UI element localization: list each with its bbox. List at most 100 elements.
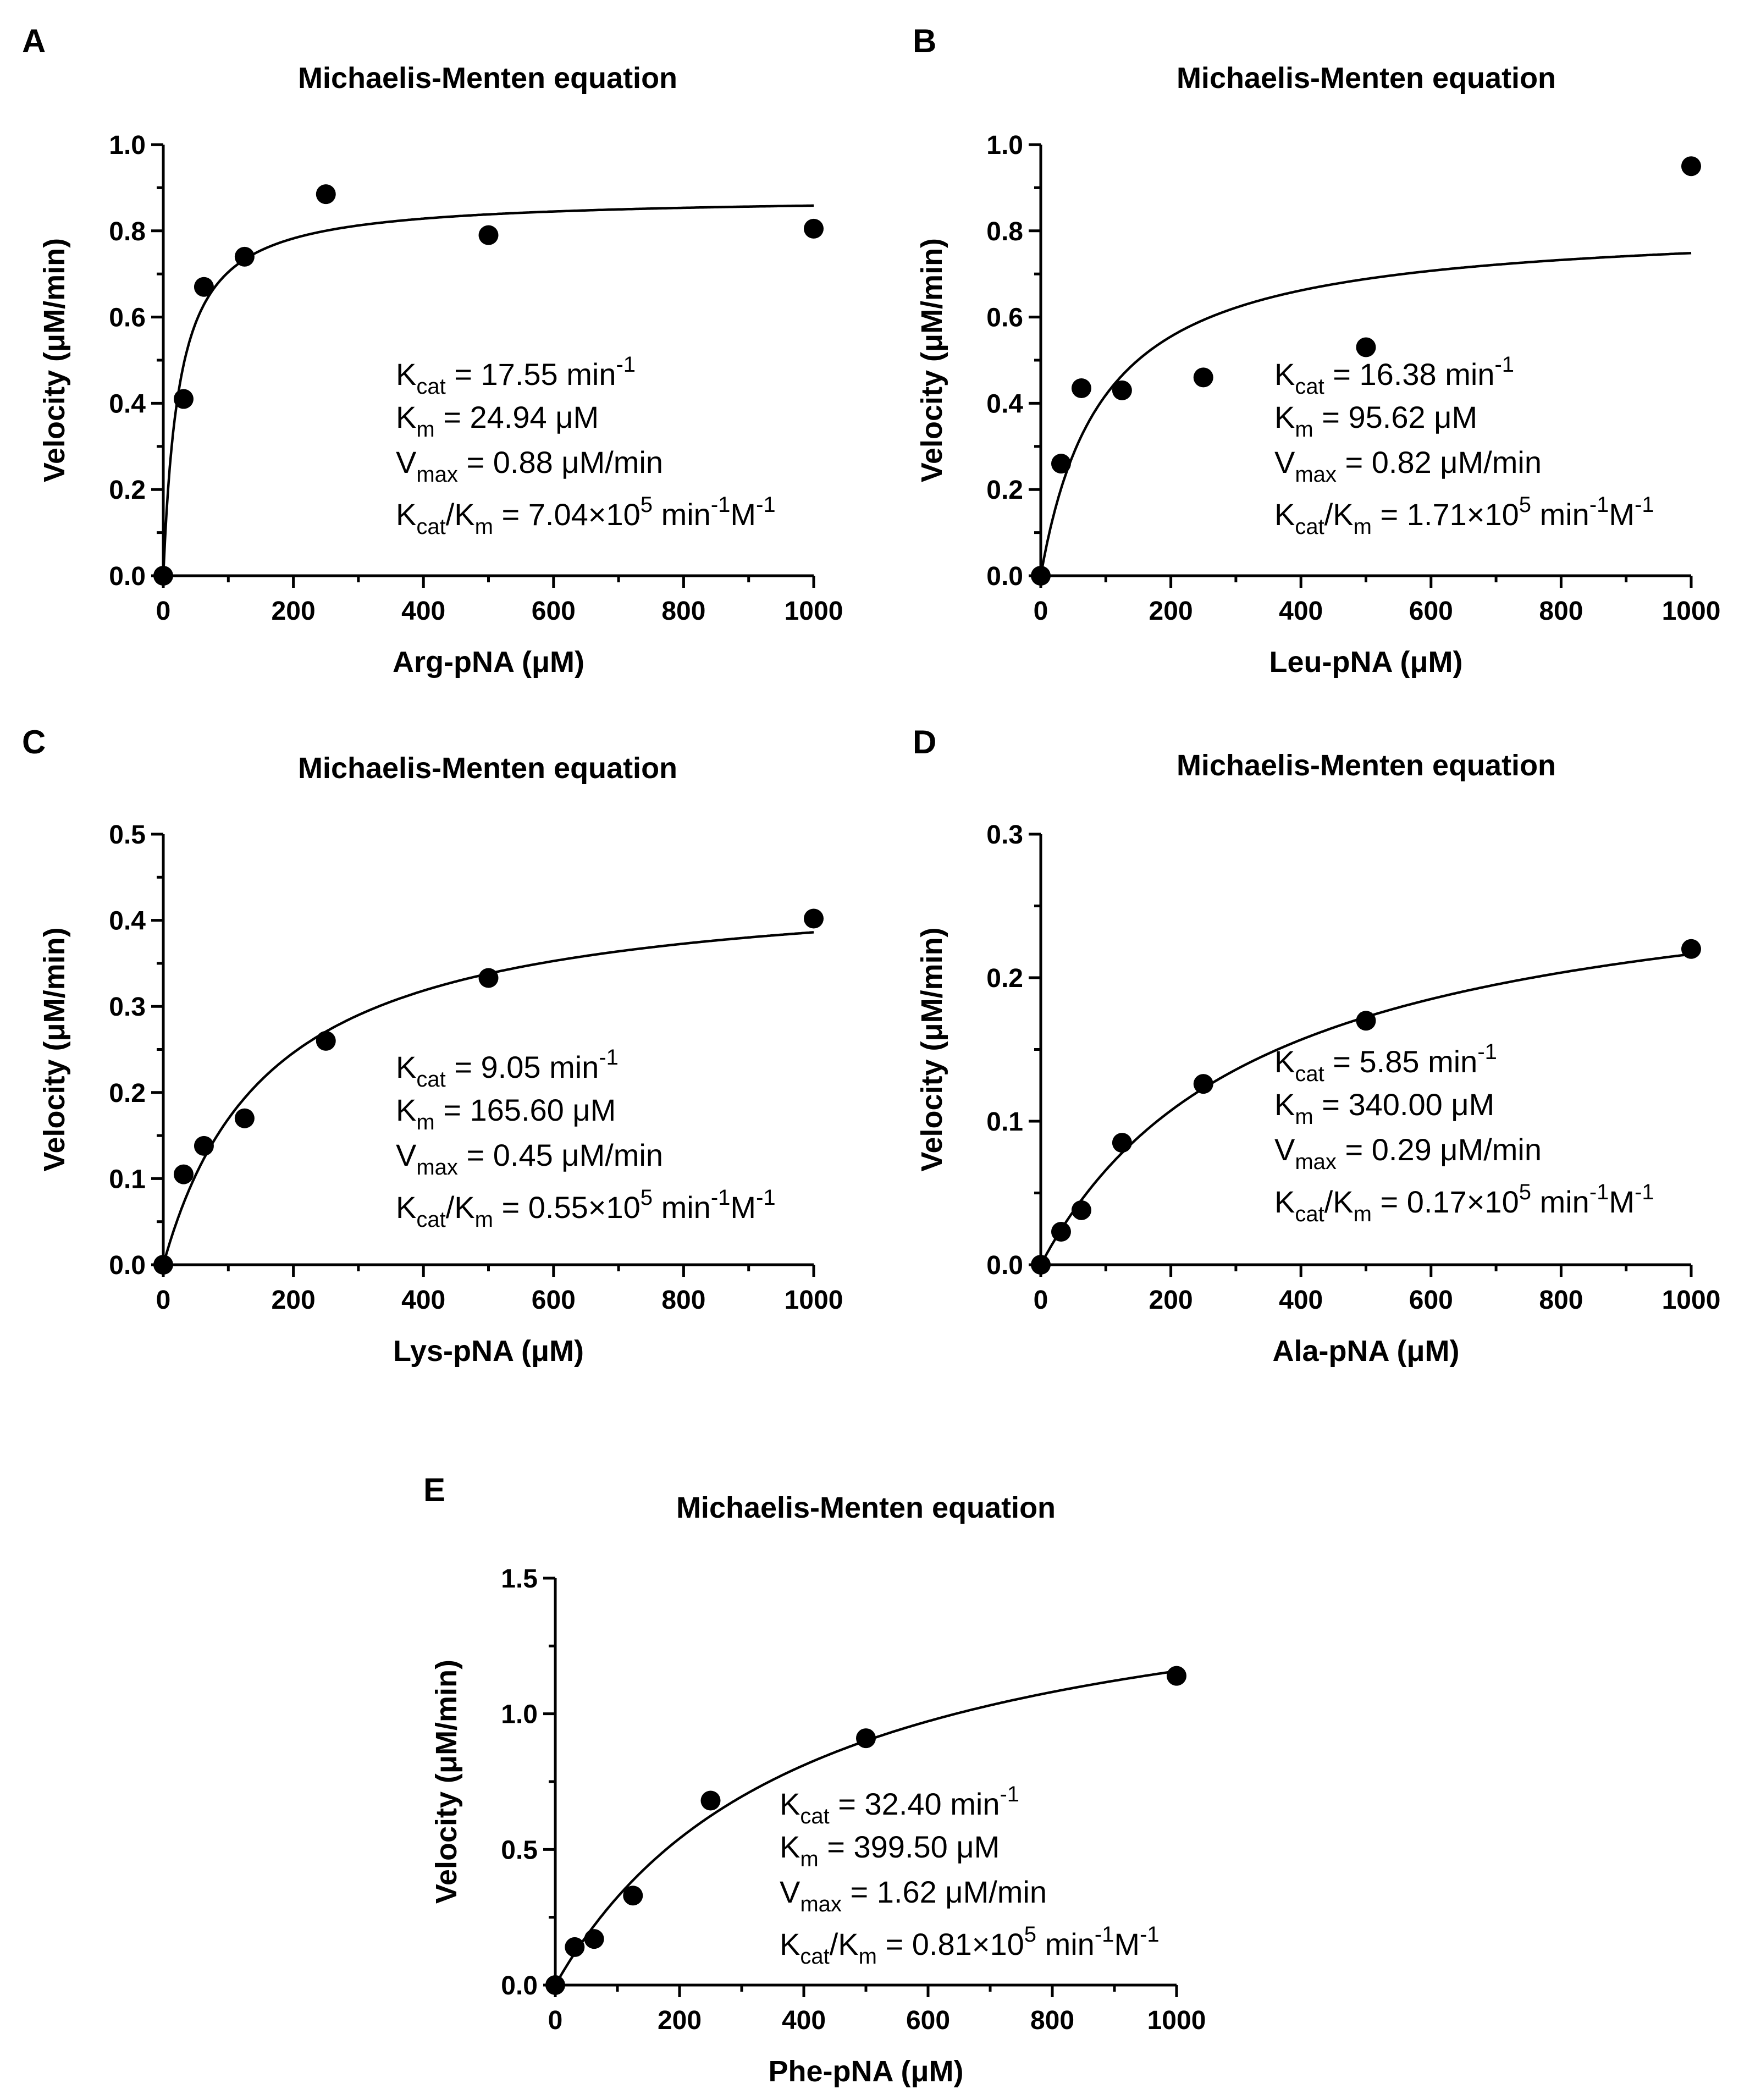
x-axis-label: Lys-pNA (μM) xyxy=(393,1335,584,1368)
x-tick-label: 0 xyxy=(1034,597,1048,626)
kinetic-annotation: Km = 399.50 μM xyxy=(780,1829,1000,1871)
y-tick-label: 0.5 xyxy=(109,820,146,850)
x-tick-label: 400 xyxy=(401,597,445,626)
y-tick-label: 0.0 xyxy=(109,562,146,591)
y-tick-label: 0.4 xyxy=(109,907,146,936)
data-point xyxy=(1112,380,1132,400)
chart-title: Michaelis-Menten equation xyxy=(1177,62,1556,95)
y-tick-label: 0.4 xyxy=(986,389,1023,418)
data-point xyxy=(1051,454,1071,474)
data-point xyxy=(623,1886,643,1906)
x-tick-label: 1000 xyxy=(1662,1286,1721,1315)
data-point xyxy=(316,184,336,205)
x-tick-label: 400 xyxy=(782,2006,826,2035)
x-tick-label: 400 xyxy=(1279,1286,1323,1315)
x-tick-label: 1000 xyxy=(1147,2006,1206,2035)
data-point xyxy=(316,1030,336,1051)
data-point xyxy=(153,1255,173,1275)
y-tick-label: 0.2 xyxy=(109,1079,146,1108)
y-axis-label: Velocity (μM/min) xyxy=(38,238,71,482)
x-tick-label: 200 xyxy=(272,597,316,626)
data-point xyxy=(804,218,824,239)
chart-panel-d: D Michaelis-Menten equation 0.0 0.1 0.2 0.3 0 2… xyxy=(913,724,1720,1368)
fit-curve xyxy=(162,204,814,576)
kinetic-annotation: Km = 340.00 μM xyxy=(1274,1087,1494,1129)
chart-title: Michaelis-Menten equation xyxy=(298,62,677,95)
data-point xyxy=(1193,1074,1213,1094)
y-tick-label: 0.0 xyxy=(986,1251,1023,1280)
y-tick-label: 0.8 xyxy=(109,217,146,246)
data-point xyxy=(545,1975,565,1995)
x-tick-label: 0 xyxy=(548,2006,563,2035)
kinetic-annotation: Km = 95.62 μM xyxy=(1274,400,1477,442)
x-tick-label: 600 xyxy=(532,597,576,626)
chart-title: Michaelis-Menten equation xyxy=(298,752,677,785)
y-tick-label: 0.8 xyxy=(986,217,1023,246)
data-point xyxy=(173,389,194,409)
x-tick-label: 400 xyxy=(401,1286,445,1315)
kinetic-annotation: Kcat/Km = 1.71×105 min-1M-1 xyxy=(1274,493,1654,539)
kinetic-annotation: Kcat/Km = 0.81×105 min-1M-1 xyxy=(780,1922,1160,1969)
kinetic-annotation: Kcat = 9.05 min-1 xyxy=(396,1045,619,1092)
y-tick-label: 1.0 xyxy=(501,1700,538,1729)
chart-title: Michaelis-Menten equation xyxy=(676,1491,1056,1524)
kinetic-annotation: Kcat = 16.38 min-1 xyxy=(1274,352,1514,399)
x-tick-label: 1000 xyxy=(785,1286,843,1315)
x-tick-label: 200 xyxy=(272,1286,316,1315)
data-point xyxy=(1193,367,1213,388)
kinetic-annotation: Vmax = 0.45 μM/min xyxy=(396,1138,663,1179)
kinetic-annotation: Km = 24.94 μM xyxy=(396,400,599,442)
data-point xyxy=(194,1136,214,1156)
kinetic-annotation: Vmax = 1.62 μM/min xyxy=(780,1875,1047,1916)
data-point xyxy=(1356,337,1376,357)
x-axis-label: Phe-pNA (μM) xyxy=(769,2055,964,2088)
panel-letter: A xyxy=(22,23,46,59)
chart-panel-e: E Michaelis-Menten equation 0.0 0.5 1.0 1.5 0 2… xyxy=(423,1471,1206,2088)
y-tick-label: 0.6 xyxy=(986,304,1023,333)
kinetic-annotation: Vmax = 0.82 μM/min xyxy=(1274,445,1542,487)
data-point xyxy=(1356,1011,1376,1031)
kinetic-annotation: Vmax = 0.88 μM/min xyxy=(396,445,663,487)
x-tick-label: 1000 xyxy=(1662,597,1721,626)
x-tick-label: 0 xyxy=(156,597,171,626)
data-point xyxy=(1112,1133,1132,1153)
fit-curve xyxy=(1039,251,1692,576)
kinetic-annotation: Kcat/Km = 7.04×105 min-1M-1 xyxy=(396,493,776,539)
kinetic-annotation: Km = 165.60 μM xyxy=(396,1093,616,1134)
y-axis-label: Velocity (μM/min) xyxy=(915,927,948,1171)
data-point xyxy=(173,1164,194,1184)
data-point xyxy=(584,1929,604,1949)
kinetic-annotation: Vmax = 0.29 μM/min xyxy=(1274,1132,1542,1174)
x-tick-label: 800 xyxy=(661,597,705,626)
data-point xyxy=(153,566,173,586)
y-tick-label: 1.5 xyxy=(501,1564,538,1594)
y-axis-label: Velocity (μM/min) xyxy=(915,238,948,482)
data-point xyxy=(804,908,824,929)
x-tick-label: 600 xyxy=(532,1286,576,1315)
y-tick-label: 1.0 xyxy=(109,131,146,160)
x-axis-label: Ala-pNA (μM) xyxy=(1273,1335,1460,1368)
data-point xyxy=(1031,566,1051,586)
data-point xyxy=(1051,1221,1071,1242)
y-tick-label: 0.4 xyxy=(109,389,146,418)
chart-panel-b: B Michaelis-Menten equation 0.0 0.2 0.4 0.6 0.… xyxy=(913,23,1720,679)
y-axis-label: Velocity (μM/min) xyxy=(430,1660,463,1904)
y-tick-label: 0.5 xyxy=(501,1836,538,1865)
chart-panel-a: A Michaelis-Menten equation 0.0 0.2 0.4 0.6 0.… xyxy=(22,23,843,679)
x-tick-label: 0 xyxy=(156,1286,171,1315)
x-axis-label: Leu-pNA (μM) xyxy=(1269,646,1463,679)
x-tick-label: 200 xyxy=(1149,597,1193,626)
y-axis-label: Velocity (μM/min) xyxy=(38,927,71,1171)
chart-title: Michaelis-Menten equation xyxy=(1177,749,1556,782)
panel-letter: C xyxy=(22,724,46,760)
data-point xyxy=(1071,378,1091,398)
y-tick-label: 0.0 xyxy=(109,1251,146,1280)
x-tick-label: 0 xyxy=(1034,1286,1048,1315)
data-point xyxy=(700,1790,721,1811)
x-axis-label: Arg-pNA (μM) xyxy=(393,646,584,679)
kinetic-annotation: Kcat/Km = 0.17×105 min-1M-1 xyxy=(1274,1180,1654,1226)
y-tick-label: 0.3 xyxy=(109,993,146,1022)
x-tick-label: 600 xyxy=(1409,597,1453,626)
data-point xyxy=(1681,156,1701,177)
x-tick-label: 800 xyxy=(1539,1286,1583,1315)
